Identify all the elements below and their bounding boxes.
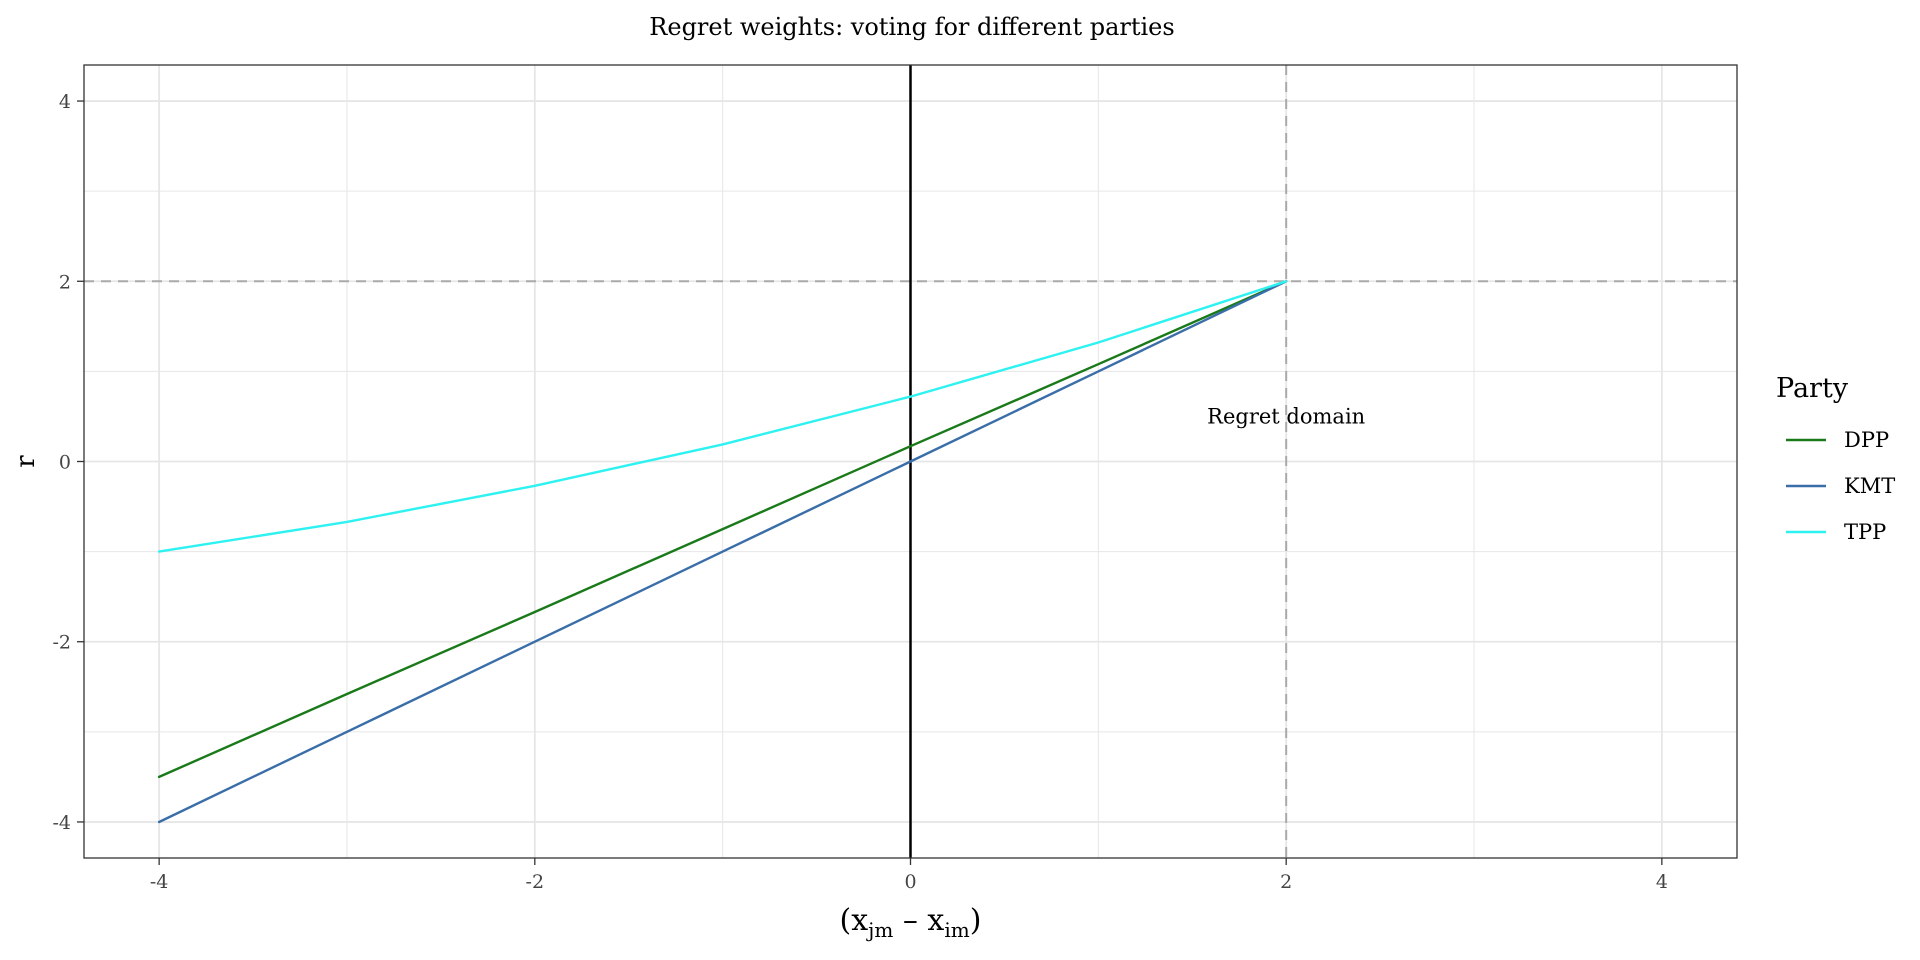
x-tick-label: 2: [1280, 871, 1292, 893]
plot-panel: Regret domain: [83, 64, 1738, 859]
legend-title: Party: [1776, 373, 1849, 404]
x-axis-title-end: ): [970, 903, 982, 938]
x-axis-title-mid: – x: [893, 903, 944, 938]
legend: Party DPP KMT TPP: [1776, 373, 1895, 544]
y-axis: -4 -2 0 2 4: [52, 91, 84, 834]
regret-domain-annotation: Regret domain: [1207, 404, 1365, 428]
x-tick-label: -4: [150, 871, 169, 893]
x-tick-label: 4: [1656, 871, 1668, 893]
x-axis-title: (xjm – xim): [840, 903, 982, 942]
y-tick-label: 0: [59, 452, 71, 474]
legend-label-tpp: TPP: [1844, 520, 1886, 544]
legend-label-dpp: DPP: [1844, 428, 1889, 452]
x-tick-label: -2: [526, 871, 545, 893]
x-axis: -4 -2 0 2 4: [150, 858, 1668, 893]
x-axis-title-base: (x: [840, 903, 869, 938]
chart-title: Regret weights: voting for different par…: [649, 13, 1174, 41]
series-line-dpp: [157, 280, 1288, 779]
y-tick-label: -2: [52, 632, 71, 654]
x-axis-title-sub2: im: [944, 918, 969, 942]
y-axis-title: r: [11, 455, 41, 468]
legend-label-kmt: KMT: [1844, 474, 1895, 498]
x-axis-title-sub1: jm: [866, 918, 893, 942]
series-line-kmt: [157, 280, 1288, 824]
series-line-tpp: [157, 280, 1288, 553]
series-lines: [157, 280, 1288, 824]
y-tick-label: 2: [59, 271, 71, 293]
y-tick-label: 4: [59, 91, 71, 113]
x-tick-label: 0: [904, 871, 916, 893]
y-tick-label: -4: [52, 812, 71, 834]
